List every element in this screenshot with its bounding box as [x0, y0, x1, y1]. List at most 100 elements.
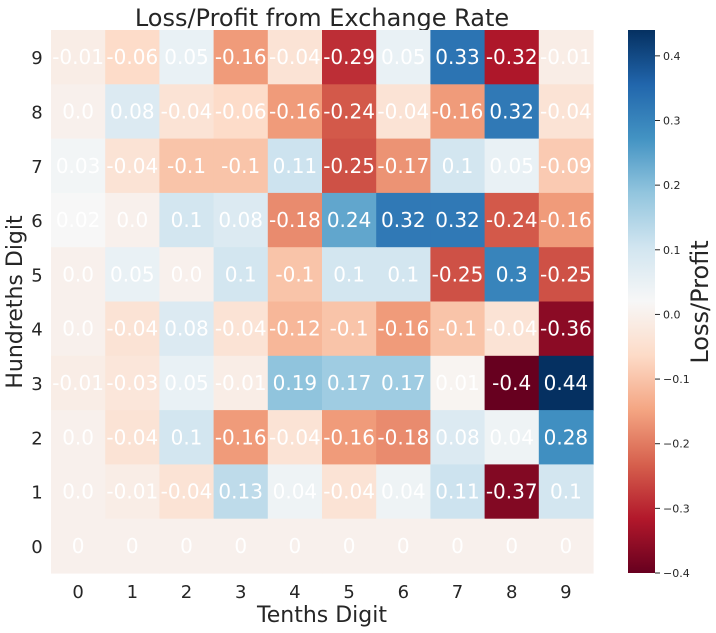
- y-axis-label: Hundreths Digit: [3, 215, 28, 389]
- cell-value-label: 0.0: [116, 208, 148, 232]
- cell-value-label: -0.04: [106, 317, 158, 341]
- y-tick-label: 4: [31, 320, 42, 341]
- chart-title: Loss/Profit from Exchange Rate: [135, 4, 509, 32]
- heatmap-cell: [159, 355, 215, 411]
- cell-value-label: 0.0: [62, 99, 94, 123]
- heatmap-cell: [267, 138, 323, 194]
- heatmap-cell: [484, 518, 540, 574]
- heatmap-cell: [376, 192, 431, 248]
- cell-value-label: -0.1: [221, 154, 260, 178]
- cell-value-label: 0: [343, 534, 356, 558]
- cell-value-label: 0: [451, 534, 464, 558]
- heatmap-cell: [51, 355, 106, 411]
- cell-value-label: 0.11: [435, 480, 480, 504]
- heatmap-cell: [267, 464, 323, 520]
- cell-value-label: 0.1: [442, 154, 474, 178]
- heatmap-cell: [484, 84, 540, 140]
- cell-value-label: -0.01: [215, 371, 267, 395]
- y-tick-label: 9: [31, 48, 42, 69]
- heatmap-cell: [267, 84, 323, 140]
- x-tick-label: 5: [343, 582, 354, 603]
- cell-value-label: -0.29: [323, 45, 375, 69]
- cell-value-label: -0.01: [540, 45, 592, 69]
- cell-value-label: 0.1: [550, 480, 582, 504]
- heatmap-cell: [322, 464, 377, 520]
- x-tick-label: 4: [289, 582, 300, 603]
- cell-value-label: -0.16: [432, 99, 484, 123]
- cell-value-label: -0.16: [377, 317, 429, 341]
- cell-value-label: -0.04: [377, 99, 429, 123]
- heatmap-cell: [376, 301, 431, 357]
- heatmap-cell: [430, 30, 486, 85]
- heatmap-cells: -0.01 -0.06 0.05 -0.16 -0.04 -0.29 0.05 0.33 -0.…: [51, 30, 594, 574]
- cell-value-label: 0: [289, 534, 302, 558]
- cell-value-label: 0.28: [544, 425, 589, 449]
- cell-value-label: 0.08: [164, 317, 209, 341]
- heatmap-cell: [322, 301, 377, 357]
- colorbar: [628, 30, 655, 573]
- cell-value-label: -0.16: [269, 99, 321, 123]
- colorbar-tick-label: −0.3: [663, 502, 690, 515]
- heatmap-cell: [376, 138, 431, 194]
- cell-value-label: 0.1: [387, 262, 419, 286]
- heatmap-cell: [51, 410, 106, 465]
- heatmap-cell: [267, 355, 323, 411]
- heatmap-cell: [376, 410, 431, 465]
- heatmap-cell: [484, 464, 540, 520]
- heatmap-cell: [376, 84, 431, 140]
- heatmap-cell: [105, 355, 160, 411]
- cell-value-label: -0.16: [323, 425, 375, 449]
- cell-value-label: -0.06: [215, 99, 267, 123]
- heatmap-cell: [430, 464, 486, 520]
- cell-value-label: -0.4: [492, 371, 531, 395]
- heatmap-cell: [159, 301, 215, 357]
- cell-value-label: -0.16: [215, 425, 267, 449]
- heatmap-cell: [376, 355, 431, 411]
- cell-value-label: 0.13: [218, 480, 263, 504]
- x-axis-label: Tenths Digit: [256, 603, 387, 628]
- cell-value-label: -0.18: [269, 208, 321, 232]
- cell-value-label: 0: [180, 534, 193, 558]
- x-tick-labels: 0 1 2 3 4 5 6 7 8 9: [72, 582, 571, 603]
- cell-value-label: 0.0: [171, 262, 203, 286]
- heatmap-cell: [322, 355, 377, 411]
- cell-value-label: -0.25: [323, 154, 375, 178]
- heatmap-cell: [51, 192, 106, 248]
- cell-value-label: -0.24: [486, 208, 538, 232]
- heatmap-cell: [159, 247, 215, 303]
- heatmap-cell: [484, 30, 540, 85]
- y-tick-label: 5: [31, 265, 42, 286]
- cell-value-label: -0.25: [432, 262, 484, 286]
- cell-value-label: -0.1: [275, 262, 314, 286]
- heatmap-cell: [267, 301, 323, 357]
- cell-value-label: 0.17: [327, 371, 372, 395]
- colorbar-ticks: 0.4 0.3 0.2 0.1 0.0 −0.1 −0.2 −0.3 −0.4: [655, 50, 690, 580]
- cell-value-label: -0.04: [269, 425, 321, 449]
- heatmap-cell: [430, 192, 486, 248]
- heatmap-cell: [430, 518, 486, 574]
- cell-value-label: 0.19: [273, 371, 318, 395]
- cell-value-label: 0.32: [489, 99, 534, 123]
- heatmap-cell: [376, 247, 431, 303]
- y-tick-label: 3: [31, 374, 42, 395]
- heatmap-cell: [430, 84, 486, 140]
- heatmap-cell: [51, 84, 106, 140]
- heatmap-cell: [159, 138, 215, 194]
- cell-value-label: 0: [72, 534, 85, 558]
- cell-value-label: 0.11: [273, 154, 318, 178]
- colorbar-label: Loss/Profit: [686, 240, 714, 363]
- heatmap-cell: [105, 247, 160, 303]
- x-tick-label: 6: [398, 582, 409, 603]
- heatmap-cell: [484, 355, 540, 411]
- heatmap-cell: [376, 518, 431, 574]
- x-tick-label: 0: [72, 582, 83, 603]
- heatmap-cell: [213, 464, 269, 520]
- heatmap-cell: [213, 410, 269, 465]
- cell-value-label: -0.04: [161, 99, 213, 123]
- cell-value-label: 0.08: [435, 425, 480, 449]
- heatmap-cell: [105, 518, 160, 574]
- heatmap-cell: [51, 518, 106, 574]
- cell-value-label: 0.32: [435, 208, 480, 232]
- cell-value-label: 0: [397, 534, 410, 558]
